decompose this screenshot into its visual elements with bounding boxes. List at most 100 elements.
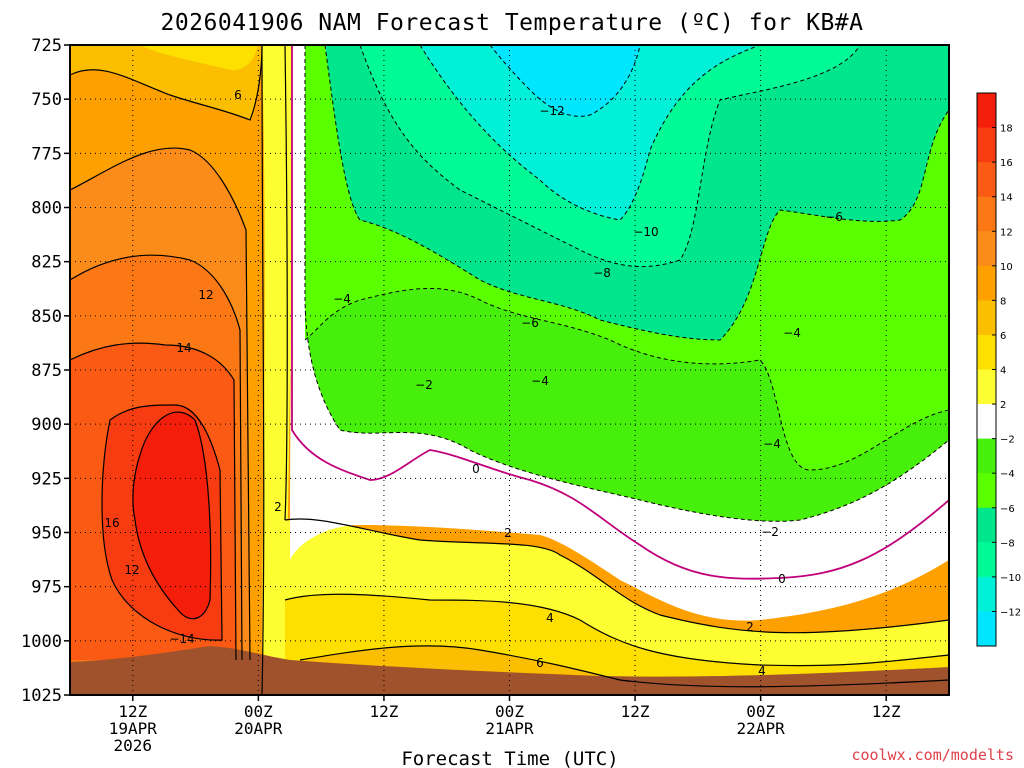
colorbar-swatch — [977, 231, 996, 267]
colorbar: 18 16 14 12 10 8 6 4 2 −2 −4 −6 −8 −10 −12 — [976, 92, 1021, 647]
contour-minus-2 — [304, 45, 949, 522]
y-tick-label: 1000 — [21, 632, 62, 652]
colorbar-swatch — [977, 404, 996, 440]
colorbar-tick-label: 4 — [1000, 366, 1006, 377]
contour-10 — [70, 254, 243, 661]
colorbar-swatch — [977, 162, 996, 198]
band-4-6-top — [140, 45, 258, 71]
label-minus-12: −12 — [539, 104, 564, 118]
colorbar-tick-label: 8 — [1000, 296, 1006, 307]
y-tick-label: 850 — [31, 307, 62, 327]
colorbar-tick-label: 2 — [1000, 400, 1006, 411]
contour-12 — [70, 342, 237, 661]
contour-minus-12 — [489, 45, 641, 117]
y-tick-label: 1025 — [21, 686, 62, 706]
x-tick-label: 00Z — [746, 702, 775, 721]
y-tick-label: 950 — [31, 524, 62, 544]
label-minus-4c: −4 — [783, 326, 801, 340]
colorbar-swatch — [977, 300, 996, 336]
band-minus-12-to-minus-14 — [490, 45, 640, 117]
colorbar-tick-label: −10 — [1000, 573, 1021, 584]
contour-6 — [70, 45, 263, 121]
contour-6-lower — [299, 645, 949, 688]
y-tick-label: 925 — [31, 469, 62, 489]
colorbar-tick-label: 10 — [1000, 262, 1013, 273]
label-2: 2 — [274, 500, 282, 514]
label-minus-6: −6 — [521, 316, 539, 330]
label-4: 4 — [546, 611, 554, 625]
gridlines — [70, 45, 949, 695]
contour-4-lower — [284, 593, 949, 667]
contour-8 — [70, 147, 251, 661]
colorbar-swatch — [977, 196, 996, 232]
y-tick-label: 800 — [31, 199, 62, 219]
x-axis-label: Forecast Time (UTC) — [401, 748, 618, 768]
y-axis: 725 750 775 800 825 850 875 900 925 950 975 1000 102… — [21, 36, 70, 706]
colorbar-tick-label: −2 — [1000, 435, 1015, 446]
band-16-18 — [132, 412, 211, 619]
colorbar-tick-label: 6 — [1000, 331, 1006, 342]
contour-4-top — [261, 45, 265, 695]
x-tick-label: 12Z — [369, 702, 398, 721]
x-tick-label: 21APR — [485, 719, 534, 738]
colorbar-swatch — [977, 576, 996, 612]
label-2b: 2 — [504, 526, 512, 540]
label-minus-8: −8 — [593, 266, 611, 280]
label-minus-4d: −4 — [763, 437, 781, 451]
label-minus-4: −4 — [333, 292, 351, 306]
colorbar-swatch — [977, 542, 996, 578]
label-16: 16 — [104, 516, 119, 530]
colorbar-tick-label: −12 — [1000, 607, 1021, 618]
warm-contours — [70, 45, 949, 695]
x-tick-label: 12Z — [872, 702, 901, 721]
y-tick-label: 725 — [31, 36, 62, 56]
freezing-line — [291, 45, 949, 580]
colorbar-tick-label: 12 — [1000, 227, 1013, 238]
x-tick-label: 2026 — [114, 736, 153, 755]
ground-surface — [70, 646, 949, 695]
contour-2-lower — [284, 518, 949, 634]
x-tick-label: 19APR — [109, 719, 158, 738]
x-tick-label: 20APR — [234, 719, 283, 738]
contour-14 — [101, 404, 223, 641]
x-tick-label: 00Z — [244, 702, 273, 721]
label-minus-10: −10 — [633, 225, 658, 239]
contour-minus-6 — [324, 45, 949, 341]
chart-title: 2026041906 NAM Forecast Temperature (ºC)… — [160, 10, 863, 36]
y-tick-label: 825 — [31, 253, 62, 273]
colorbar-tick-label: −8 — [1000, 538, 1015, 549]
label-14b: −14 — [169, 632, 194, 646]
colorbar-tick-label: −6 — [1000, 504, 1015, 515]
colorbar-tick-label: 18 — [1000, 124, 1013, 135]
y-tick-label: 875 — [31, 361, 62, 381]
label-minus-2: −2 — [415, 378, 433, 392]
label-0: 0 — [472, 462, 480, 476]
label-6: 6 — [234, 88, 242, 102]
colorbar-swatch — [977, 507, 996, 543]
label-2c: 2 — [746, 620, 754, 634]
band-near-zero — [290, 45, 949, 621]
y-tick-label: 750 — [31, 90, 62, 110]
plot-area: 6 12 14 16 12 −14 2 −4 −2 0 2 4 6 −12 −1… — [70, 45, 949, 695]
x-tick-label: 22APR — [737, 719, 786, 738]
colorbar-swatch — [977, 334, 996, 370]
label-6b: 6 — [536, 656, 544, 670]
contour-minus-10 — [419, 45, 761, 221]
x-tick-label: 12Z — [118, 702, 147, 721]
label-minus-4b: −4 — [531, 374, 549, 388]
label-14: 14 — [176, 341, 191, 355]
x-tick-label: 12Z — [621, 702, 650, 721]
colorbar-swatch — [977, 438, 996, 474]
label-minus-6b: −6 — [825, 210, 843, 224]
label-12: 12 — [198, 288, 213, 302]
colorbar-swatch — [977, 93, 996, 129]
contour-16 — [132, 411, 212, 620]
y-tick-label: 900 — [31, 415, 62, 435]
colorbar-tick-label: −4 — [1000, 469, 1015, 480]
colorbar-swatch — [977, 369, 996, 405]
colorbar-swatch — [977, 127, 996, 163]
credit-link[interactable]: coolwx.com/modelts — [851, 746, 1014, 764]
cold-contours — [304, 45, 949, 522]
